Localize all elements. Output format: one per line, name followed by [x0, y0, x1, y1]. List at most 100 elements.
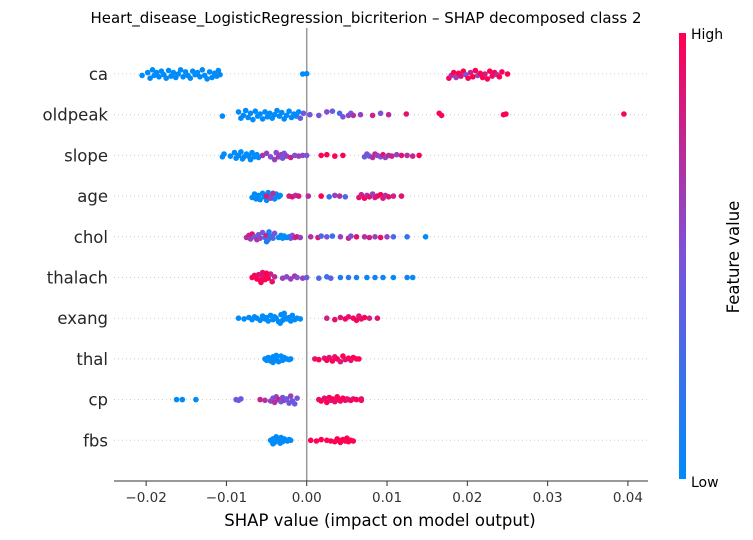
point-oldpeak-46 — [503, 111, 509, 117]
point-oldpeak-16 — [271, 111, 278, 118]
colorbar-low-label: Low — [691, 475, 719, 491]
feature-rows: ca oldpeak slope age chol thalach exang thal cp f… — [43, 65, 648, 450]
point-slope-19 — [271, 156, 278, 163]
point-thal-24 — [337, 358, 344, 365]
point-chol-41 — [384, 234, 390, 240]
point-age-27 — [342, 194, 349, 200]
point-exang-32 — [345, 314, 352, 320]
point-ca-50 — [482, 71, 488, 77]
point-age-22 — [305, 193, 312, 199]
point-chol-36 — [353, 234, 360, 240]
point-slope-49 — [409, 153, 416, 159]
x-axis-title: SHAP value (impact on model output) — [224, 511, 535, 530]
point-thal-17 — [316, 356, 322, 363]
point-slope-17 — [263, 150, 270, 157]
point-thalach-29 — [372, 274, 378, 281]
point-ca-5 — [153, 69, 160, 76]
chart-title: Heart_disease_LogisticRegression_bicrite… — [90, 9, 641, 28]
x-axis-ticks: −0.02 −0.01 0.00 0.01 0.02 0.03 0.04 — [125, 481, 643, 506]
point-chol-7 — [257, 235, 263, 241]
point-oldpeak-5 — [245, 114, 251, 121]
point-exang-0 — [235, 315, 242, 322]
point-age-17 — [270, 190, 276, 197]
point-oldpeak-41 — [385, 111, 392, 118]
point-thalach-19 — [294, 274, 300, 281]
point-fbs-19 — [318, 436, 325, 443]
point-ca-34 — [303, 70, 310, 77]
point-ca-37 — [450, 69, 457, 76]
point-thalach-12 — [258, 279, 264, 286]
point-oldpeak-28 — [300, 110, 307, 117]
point-oldpeak-6 — [247, 110, 254, 117]
point-ca-57 — [499, 69, 505, 75]
point-oldpeak-29 — [307, 111, 313, 118]
point-slope-46 — [393, 151, 400, 158]
point-slope-20 — [273, 149, 280, 156]
point-oldpeak-0 — [219, 113, 226, 119]
point-oldpeak-19 — [279, 109, 285, 116]
point-ca-0 — [139, 72, 145, 79]
point-oldpeak-1 — [235, 109, 242, 115]
point-exang-10 — [265, 318, 272, 324]
point-thalach-28 — [364, 274, 370, 281]
point-fbs-31 — [350, 438, 357, 444]
point-cp-20 — [291, 401, 298, 407]
point-exang-39 — [374, 315, 381, 322]
point-oldpeak-40 — [377, 110, 384, 117]
point-oldpeak-8 — [252, 108, 259, 114]
point-age-41 — [398, 193, 405, 199]
point-oldpeak-11 — [259, 116, 266, 122]
point-thalach-14 — [263, 270, 270, 277]
feature-label-fbs: fbs — [83, 431, 108, 450]
feature-label-cp: cp — [88, 391, 108, 410]
point-oldpeak-44 — [438, 112, 445, 119]
point-cp-0 — [173, 396, 180, 403]
point-thalach-31 — [390, 274, 397, 281]
point-slope-1 — [221, 151, 227, 157]
point-thalach-10 — [269, 278, 276, 285]
point-exang-38 — [366, 315, 373, 322]
point-ca-1 — [144, 69, 151, 76]
point-ca-40 — [458, 73, 464, 79]
point-oldpeak-30 — [316, 112, 322, 119]
point-slope-31 — [318, 152, 325, 159]
point-ca-6 — [156, 74, 162, 80]
point-oldpeak-33 — [336, 110, 343, 117]
x-tick-label: −0.02 — [125, 490, 166, 506]
feature-label-oldpeak: oldpeak — [43, 106, 109, 125]
point-oldpeak-12 — [262, 109, 268, 115]
point-slope-32 — [324, 151, 330, 158]
point-chol-33 — [337, 234, 344, 240]
feature-label-exang: exang — [57, 309, 108, 328]
point-oldpeak-26 — [295, 109, 302, 115]
point-chol-40 — [377, 234, 384, 241]
point-fbs-14 — [287, 437, 294, 444]
point-ca-22 — [194, 69, 201, 76]
point-thalach-22 — [316, 275, 322, 282]
point-ca-24 — [199, 67, 206, 73]
point-exang-1 — [241, 316, 247, 322]
point-thalach-30 — [380, 274, 386, 281]
point-oldpeak-37 — [350, 112, 357, 119]
point-thalach-17 — [287, 276, 294, 282]
point-ca-56 — [496, 74, 503, 80]
point-oldpeak-4 — [242, 107, 249, 114]
point-slope-6 — [238, 149, 244, 155]
point-thalach-11 — [271, 274, 278, 280]
point-slope-45 — [389, 153, 395, 159]
point-exang-6 — [257, 317, 263, 324]
point-slope-2 — [227, 153, 234, 159]
point-age-39 — [385, 194, 392, 200]
point-oldpeak-42 — [403, 111, 410, 117]
x-tick-label: 0.03 — [533, 490, 563, 506]
point-thalach-25 — [337, 274, 344, 281]
x-tick-label: 0.00 — [292, 490, 322, 506]
point-age-26 — [336, 193, 343, 199]
point-ca-44 — [467, 69, 474, 76]
point-chol-35 — [348, 233, 354, 239]
point-thalach-24 — [328, 275, 334, 282]
point-exang-37 — [361, 314, 368, 321]
point-oldpeak-22 — [286, 108, 292, 114]
point-age-16 — [267, 195, 274, 201]
point-age-14 — [277, 192, 284, 199]
